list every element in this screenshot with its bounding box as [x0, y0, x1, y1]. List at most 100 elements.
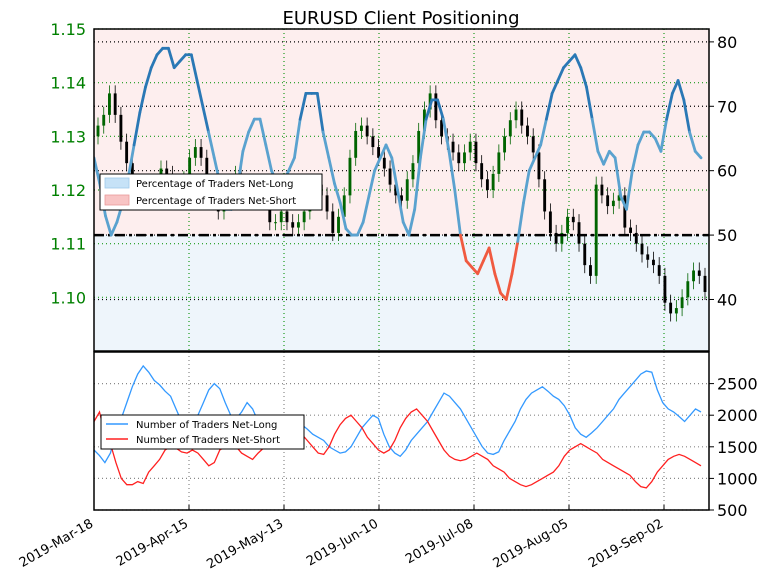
candle-body — [600, 184, 604, 196]
date-tick-label: 2019-May-13 — [204, 516, 286, 572]
date-tick-label: 2019-Mar-18 — [17, 516, 96, 570]
count-tick-label: 2000 — [717, 406, 758, 425]
percent-line-segment — [396, 188, 405, 224]
candle-body — [377, 147, 381, 158]
candle-body — [703, 275, 707, 292]
legend-label-net-short-count: Number of Traders Net-Short — [136, 435, 280, 446]
candle-body — [405, 179, 409, 201]
count-tick-label: 500 — [717, 501, 748, 520]
percent-line-segment — [361, 195, 371, 224]
percent-line-segment — [648, 130, 657, 140]
percent-line-segment — [676, 79, 686, 102]
candle-body — [566, 216, 570, 233]
candle-body — [463, 152, 466, 164]
candle-body — [646, 254, 650, 260]
percent-line-segment — [378, 143, 388, 160]
bottom-legend-box — [100, 414, 305, 450]
candle-body — [503, 136, 507, 153]
percent-line-segment — [94, 156, 102, 185]
candle-body — [302, 211, 306, 223]
candle-body — [331, 211, 335, 233]
percent-line-segment — [550, 79, 560, 95]
candle-body — [102, 114, 106, 126]
candle-body — [285, 211, 289, 223]
percent-line-segment — [459, 233, 468, 263]
percent-line-segment — [287, 156, 296, 173]
candle-body — [686, 281, 690, 298]
legend-swatch-net-long-pct — [104, 177, 130, 189]
candle-body — [697, 270, 701, 276]
candle-body — [537, 152, 541, 180]
candle-body — [388, 168, 392, 185]
candle-body — [274, 222, 277, 224]
percent-line-segment — [585, 85, 594, 121]
price-tick-label: 1.14 — [50, 74, 86, 93]
candle-body — [663, 275, 667, 303]
candle-body — [692, 270, 695, 282]
price-tick-label: 1.10 — [50, 288, 86, 307]
percent-line-segment — [373, 156, 382, 173]
percent-line-segment — [356, 220, 365, 237]
candle-body — [337, 216, 340, 233]
count-tick-label: 1000 — [717, 469, 758, 488]
percent-line-segment — [327, 156, 336, 185]
price-axis: 1.15 1.14 1.13 1.12 1.11 1.10 — [50, 20, 86, 307]
percent-line-segment — [510, 240, 520, 276]
percent-line-segment — [407, 207, 417, 237]
candle-body — [417, 130, 421, 164]
net-short-count-line — [94, 408, 702, 489]
candle-body — [440, 120, 444, 137]
percent-line-segment — [613, 156, 623, 198]
count-tick-label: 1500 — [717, 438, 758, 457]
percent-line-segment — [333, 182, 342, 205]
candle-body — [669, 302, 673, 314]
percent-axis: 80 70 60 50 40 — [709, 33, 737, 309]
percent-line-segment — [539, 117, 548, 147]
percent-tick-label: 80 — [717, 33, 737, 52]
percent-line-segment — [172, 59, 182, 70]
candle-body — [652, 259, 655, 266]
date-tick-label: 2019-Apr-15 — [114, 516, 191, 569]
candle-body — [113, 93, 117, 115]
percent-line-segment — [670, 79, 680, 95]
percent-line-segment — [544, 92, 554, 121]
candle-body — [531, 136, 535, 153]
candle-body — [365, 125, 369, 137]
date-tick-label: 2019-Jul-08 — [403, 516, 476, 567]
percent-line-segment — [464, 259, 474, 269]
legend-label-net-long-count: Number of Traders Net-Long — [136, 420, 277, 431]
chart-title: EURUSD Client Positioning — [283, 8, 520, 29]
candle-body — [589, 265, 592, 276]
candle-body — [514, 109, 518, 121]
candle-body — [451, 141, 455, 153]
percent-line-segment — [247, 117, 256, 134]
candle-body — [268, 200, 272, 223]
candle-body — [382, 157, 386, 169]
candle-body — [279, 211, 283, 223]
percent-line-segment — [688, 130, 697, 153]
candle-body — [394, 184, 398, 196]
percent-line-segment — [602, 149, 611, 166]
candle-body — [205, 157, 209, 185]
candle-body — [497, 152, 501, 174]
candle-body — [491, 173, 495, 190]
percent-line-segment — [298, 92, 308, 121]
top-legend-box — [99, 173, 323, 211]
percent-line-segment — [487, 246, 497, 276]
percent-line-segment — [453, 188, 462, 237]
percent-line-segment — [419, 117, 428, 160]
candle-body — [548, 211, 552, 233]
candle-body — [348, 157, 352, 196]
percent-line-segment — [516, 201, 525, 243]
top-legend: Percentage of Traders Net-Long Percentag… — [99, 173, 323, 211]
percent-line-segment — [476, 259, 485, 276]
bottom-panel-frame — [93, 351, 710, 511]
legend-label-net-long-pct: Percentage of Traders Net-Long — [136, 179, 294, 190]
percent-line-segment — [625, 169, 634, 211]
candle-body — [629, 227, 632, 233]
candle-body — [359, 125, 363, 131]
percent-line-segment — [344, 227, 354, 237]
percent-line-segment — [167, 46, 176, 70]
percent-tick-label: 70 — [717, 97, 737, 116]
percent-line-segment — [596, 149, 606, 166]
